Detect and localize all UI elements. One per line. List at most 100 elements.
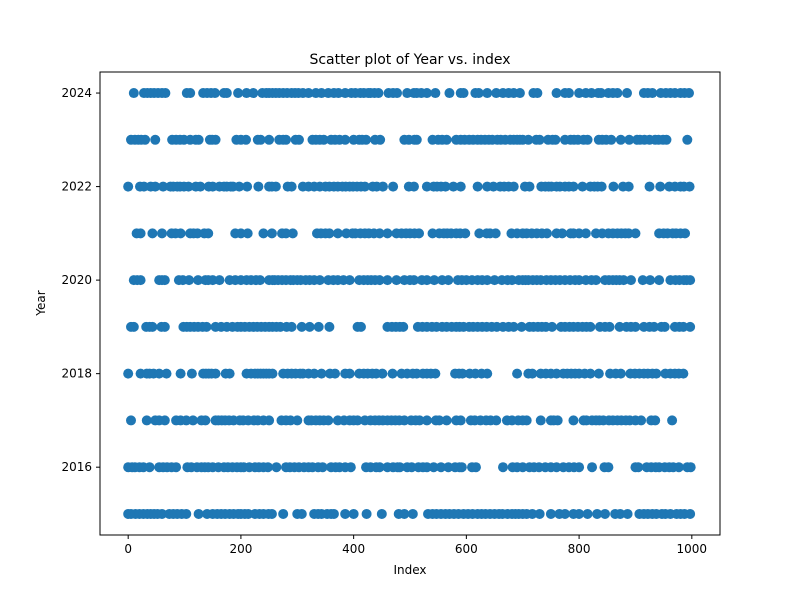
data-point [421, 88, 432, 99]
data-point [128, 88, 139, 99]
data-point [685, 462, 696, 473]
data-point [541, 228, 552, 239]
data-point [582, 508, 593, 519]
data-point [585, 321, 596, 332]
data-point [667, 415, 678, 426]
data-point [577, 181, 588, 192]
data-point [394, 462, 405, 473]
data-point [580, 228, 591, 239]
data-point [304, 321, 315, 332]
data-point [661, 134, 672, 145]
data-point [521, 415, 532, 426]
data-point [266, 508, 277, 519]
data-point [498, 462, 508, 473]
data-point [181, 508, 192, 519]
data-point [195, 181, 206, 192]
data-point [224, 368, 235, 379]
data-point [158, 181, 169, 192]
data-point [382, 275, 393, 286]
data-point [408, 181, 419, 192]
data-point [534, 134, 545, 145]
data-point [645, 275, 656, 286]
data-point [352, 415, 363, 426]
data-point [175, 368, 186, 379]
data-point [193, 508, 204, 519]
data-point [150, 181, 161, 192]
data-point [270, 181, 281, 192]
data-point [264, 415, 275, 426]
data-point [262, 462, 273, 473]
data-point [375, 134, 386, 145]
y-axis-label: Year [34, 290, 48, 316]
data-point [186, 368, 197, 379]
data-point [684, 181, 695, 192]
data-point [618, 275, 629, 286]
data-point [203, 228, 214, 239]
data-point [175, 228, 186, 239]
data-point [323, 415, 334, 426]
data-point [682, 134, 693, 145]
data-point [253, 181, 264, 192]
data-point [309, 368, 320, 379]
data-point [659, 321, 670, 332]
data-point [286, 321, 297, 332]
data-point [633, 462, 644, 473]
data-point [408, 275, 419, 286]
data-point [624, 134, 635, 145]
data-point [159, 275, 170, 286]
data-point [650, 415, 661, 426]
data-point [382, 228, 393, 239]
data-point [457, 368, 468, 379]
data-point [436, 462, 446, 473]
data-point [242, 228, 253, 239]
data-point [266, 228, 277, 239]
data-point [355, 321, 366, 332]
data-point [545, 508, 556, 519]
x-tick-label: 400 [342, 542, 365, 556]
data-point [523, 134, 534, 145]
data-point [508, 321, 519, 332]
data-point [482, 368, 493, 379]
data-point [592, 508, 603, 519]
data-point [303, 88, 314, 99]
data-point [200, 415, 211, 426]
data-point [684, 88, 694, 99]
data-point [159, 415, 170, 426]
data-point [421, 275, 432, 286]
data-point [255, 134, 266, 145]
data-point [255, 275, 266, 286]
data-point [330, 368, 341, 379]
data-point [359, 181, 370, 192]
data-point [490, 228, 501, 239]
data-point [160, 88, 171, 99]
data-point [685, 321, 696, 332]
data-point [147, 228, 158, 239]
data-point [376, 508, 387, 519]
data-point [209, 88, 220, 99]
y-tick-label: 2022 [61, 180, 92, 194]
data-point [185, 88, 196, 99]
data-point [568, 181, 579, 192]
data-point [685, 508, 696, 519]
data-point [622, 508, 633, 519]
data-point [201, 321, 212, 332]
data-point [557, 228, 568, 239]
data-point [516, 321, 527, 332]
data-point [233, 88, 244, 99]
data-point [524, 181, 535, 192]
data-point [563, 88, 574, 99]
data-point [242, 181, 253, 192]
data-point [512, 368, 523, 379]
data-point [154, 368, 165, 379]
data-point [649, 321, 660, 332]
data-point [604, 321, 615, 332]
data-point [344, 275, 355, 286]
data-point [340, 508, 351, 519]
data-point [606, 134, 617, 145]
data-point [135, 275, 146, 286]
data-point [374, 462, 385, 473]
data-point [258, 228, 269, 239]
data-point [456, 462, 467, 473]
data-point [286, 181, 297, 192]
data-point [123, 368, 134, 379]
